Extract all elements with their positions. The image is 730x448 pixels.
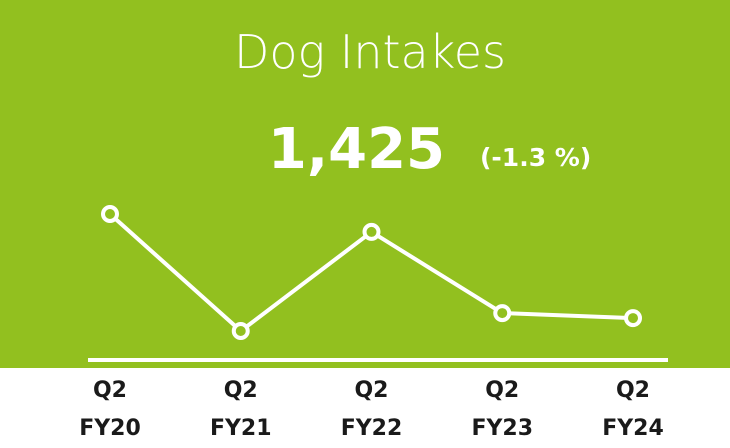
kpi-change: (-1.3 %) [480,143,591,172]
card-background [0,0,730,368]
x-tick-label: Q2 FY22 [340,378,403,441]
point [493,304,512,323]
point [624,309,642,328]
point [362,222,381,241]
x-tick-label: Q2 FY21 [209,378,272,441]
point [231,322,250,340]
x-tick-label: Q2 FY23 [471,378,534,441]
x-tick-label: Q2 FY24 [602,378,664,441]
chart-title: Dog Intakes [234,25,506,79]
kpi-value: 1,425 [268,117,445,182]
x-tick-label: Q2 FY20 [79,378,141,441]
point [101,205,119,223]
